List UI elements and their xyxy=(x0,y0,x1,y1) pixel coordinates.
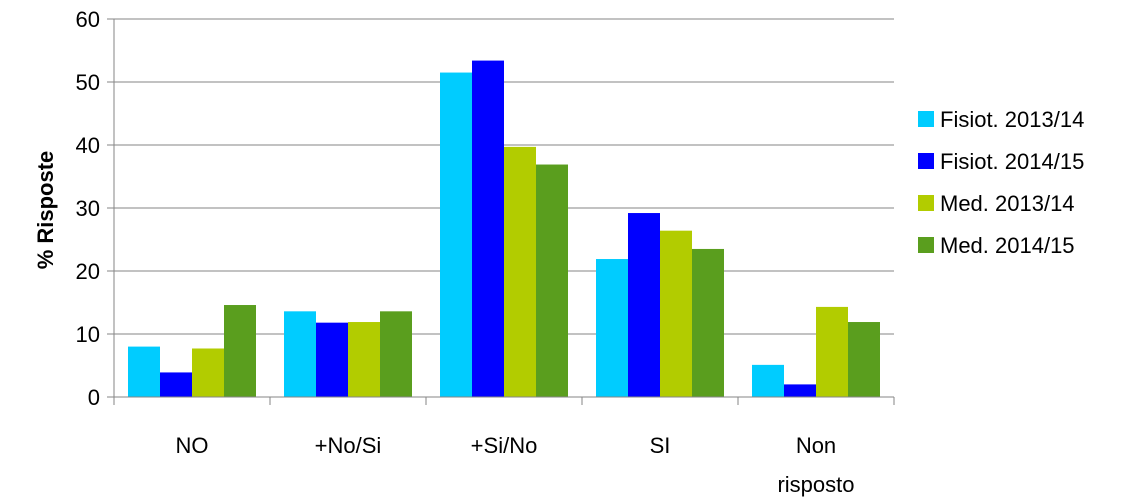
legend: Fisiot. 2013/14 Fisiot. 2014/15 Med. 2013/… xyxy=(918,107,1084,258)
y-tick-label: 40 xyxy=(76,133,100,158)
bar xyxy=(380,311,412,397)
bar xyxy=(692,248,724,397)
y-tick-label: 30 xyxy=(76,196,100,221)
legend-label: Med. 2014/15 xyxy=(940,233,1075,258)
bars xyxy=(128,60,880,398)
x-tick-label: Non risposto xyxy=(777,433,854,497)
y-tick-label: 60 xyxy=(76,7,100,32)
bar xyxy=(128,346,160,397)
legend-swatch xyxy=(918,195,934,211)
y-tick-label: 20 xyxy=(76,259,100,284)
bar xyxy=(284,311,316,397)
legend-label: Med. 2013/14 xyxy=(940,191,1075,216)
x-tick-label: SI xyxy=(650,433,671,458)
bar xyxy=(596,259,628,397)
bar xyxy=(816,306,848,397)
y-tick-label: 50 xyxy=(76,70,100,95)
bar xyxy=(504,146,536,397)
bar xyxy=(316,322,348,397)
legend-swatch xyxy=(918,237,934,253)
bar xyxy=(440,72,472,398)
bar xyxy=(628,213,660,397)
legend-swatch xyxy=(918,111,934,127)
y-tick-labels: 0 10 20 30 40 50 60 xyxy=(76,7,100,410)
x-tick-label: +Si/No xyxy=(471,433,538,458)
bar xyxy=(752,364,784,397)
legend-label: Fisiot. 2013/14 xyxy=(940,107,1084,132)
bar xyxy=(192,348,224,397)
axes xyxy=(107,18,895,405)
bar xyxy=(784,384,816,397)
x-tick-label: +No/Si xyxy=(315,433,382,458)
bar xyxy=(536,164,568,397)
bar xyxy=(160,372,192,397)
legend-label: Fisiot. 2014/15 xyxy=(940,149,1084,174)
y-tick-label: 0 xyxy=(88,385,100,410)
bar xyxy=(224,305,256,397)
x-category-labels: NO +No/Si +Si/No SI Non risposto xyxy=(176,433,855,497)
x-tick-label: NO xyxy=(176,433,209,458)
bar xyxy=(660,230,692,397)
y-tick-label: 10 xyxy=(76,322,100,347)
bar xyxy=(348,322,380,397)
bar xyxy=(848,322,880,397)
legend-swatch xyxy=(918,153,934,169)
bar xyxy=(472,60,504,398)
y-axis-label: % Risposte xyxy=(33,151,58,270)
